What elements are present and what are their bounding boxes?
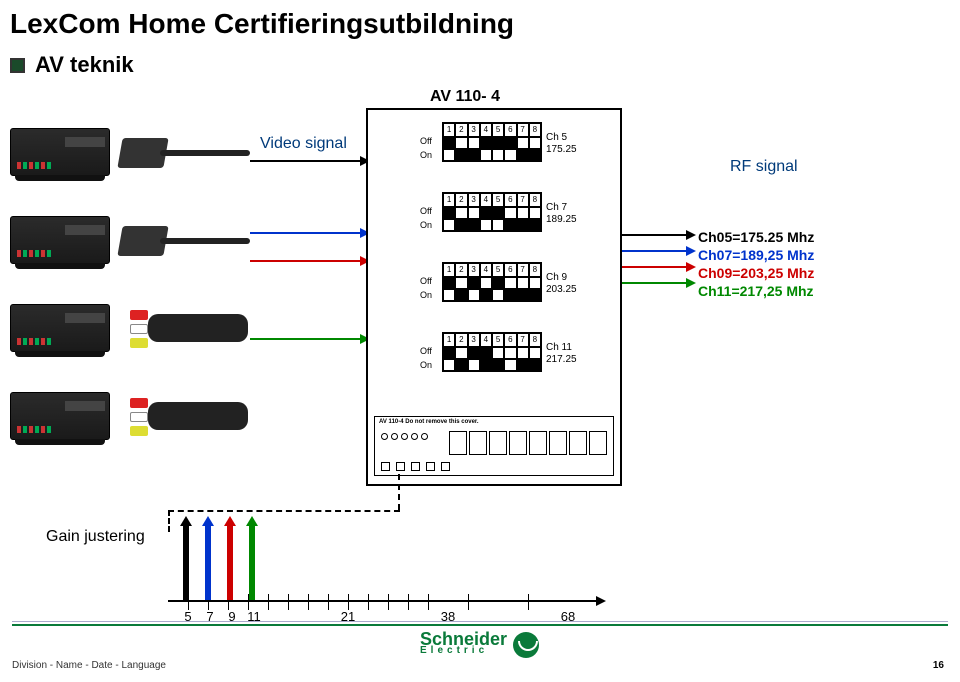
spectrum-tick bbox=[308, 594, 309, 610]
spectrum-tick bbox=[528, 594, 529, 610]
bullet-label: AV teknik bbox=[35, 52, 134, 78]
rca-cable-3 bbox=[120, 304, 250, 356]
spectrum-tick bbox=[368, 594, 369, 610]
rf-line-2 bbox=[622, 250, 692, 252]
rf-line-4 bbox=[622, 282, 692, 284]
spectrum-bar-4 bbox=[249, 524, 255, 600]
spectrum-axis bbox=[168, 600, 598, 602]
logo-mark-icon bbox=[513, 632, 539, 658]
rf-signal-label: RF signal bbox=[730, 158, 798, 176]
spectrum-tick bbox=[328, 594, 329, 610]
ch05-text: Ch05=175.25 Mhz bbox=[698, 228, 814, 246]
footer-left-text: Division - Name - Date - Language bbox=[12, 660, 166, 671]
modulator-panel: AV 110-4 Do not remove this cover. bbox=[374, 416, 614, 476]
spectrum-tick bbox=[408, 594, 409, 610]
spectrum-tick bbox=[268, 594, 269, 610]
dip-switch-4: 12345678OffOnCh 11217.25 bbox=[418, 332, 576, 386]
input-line-2 bbox=[250, 232, 366, 234]
rca-cable-4 bbox=[120, 392, 250, 444]
ch11-text: Ch11=217,25 Mhz bbox=[698, 282, 814, 300]
dip-switch-1: 12345678OffOnCh 5175.25 bbox=[418, 122, 576, 176]
dip-switch-3: 12345678OffOnCh 9203.25 bbox=[418, 262, 576, 316]
av-device-1 bbox=[10, 128, 110, 176]
input-line-4 bbox=[250, 338, 366, 340]
spectrum-tick bbox=[288, 594, 289, 610]
spectrum-bar-1 bbox=[183, 524, 189, 600]
channel-list: Ch05=175.25 Mhz Ch07=189,25 Mhz Ch09=203… bbox=[698, 228, 814, 300]
section-bullet: AV teknik bbox=[10, 52, 134, 78]
modulator-box: 12345678OffOnCh 5175.25 12345678OffOnCh 7… bbox=[366, 108, 622, 486]
footer-page-number: 16 bbox=[933, 660, 944, 671]
av-device-3 bbox=[10, 304, 110, 352]
scart-cable-1 bbox=[120, 128, 250, 180]
gain-label: Gain justering bbox=[46, 528, 145, 546]
input-line-3 bbox=[250, 260, 366, 262]
rf-line-1 bbox=[622, 234, 692, 236]
spectrum-tick bbox=[468, 594, 469, 610]
dip-switch-2: 12345678OffOnCh 7189.25 bbox=[418, 192, 576, 246]
diagram-subtitle: AV 110- 4 bbox=[430, 88, 500, 106]
spectrum-bar-2 bbox=[205, 524, 211, 600]
input-line-1 bbox=[250, 160, 366, 162]
rf-line-3 bbox=[622, 266, 692, 268]
ch09-text: Ch09=203,25 Mhz bbox=[698, 264, 814, 282]
spectrum-chart: 57911213868 bbox=[168, 502, 598, 622]
spectrum-tick bbox=[388, 594, 389, 610]
spectrum-tick bbox=[428, 594, 429, 610]
page-title: LexCom Home Certifieringsutbildning bbox=[10, 8, 514, 40]
bullet-square-icon bbox=[10, 58, 25, 73]
av-device-4 bbox=[10, 392, 110, 440]
footer-rule-green bbox=[12, 624, 948, 626]
scart-cable-2 bbox=[120, 216, 250, 268]
spectrum-bar-3 bbox=[227, 524, 233, 600]
spectrum-tick bbox=[348, 594, 349, 610]
panel-note: AV 110-4 Do not remove this cover. bbox=[379, 419, 479, 425]
ch07-text: Ch07=189,25 Mhz bbox=[698, 246, 814, 264]
video-signal-label: Video signal bbox=[260, 135, 347, 153]
footer-rule-thin bbox=[12, 621, 948, 622]
schneider-logo: SchneiderElectric bbox=[420, 632, 539, 658]
av-device-2 bbox=[10, 216, 110, 264]
